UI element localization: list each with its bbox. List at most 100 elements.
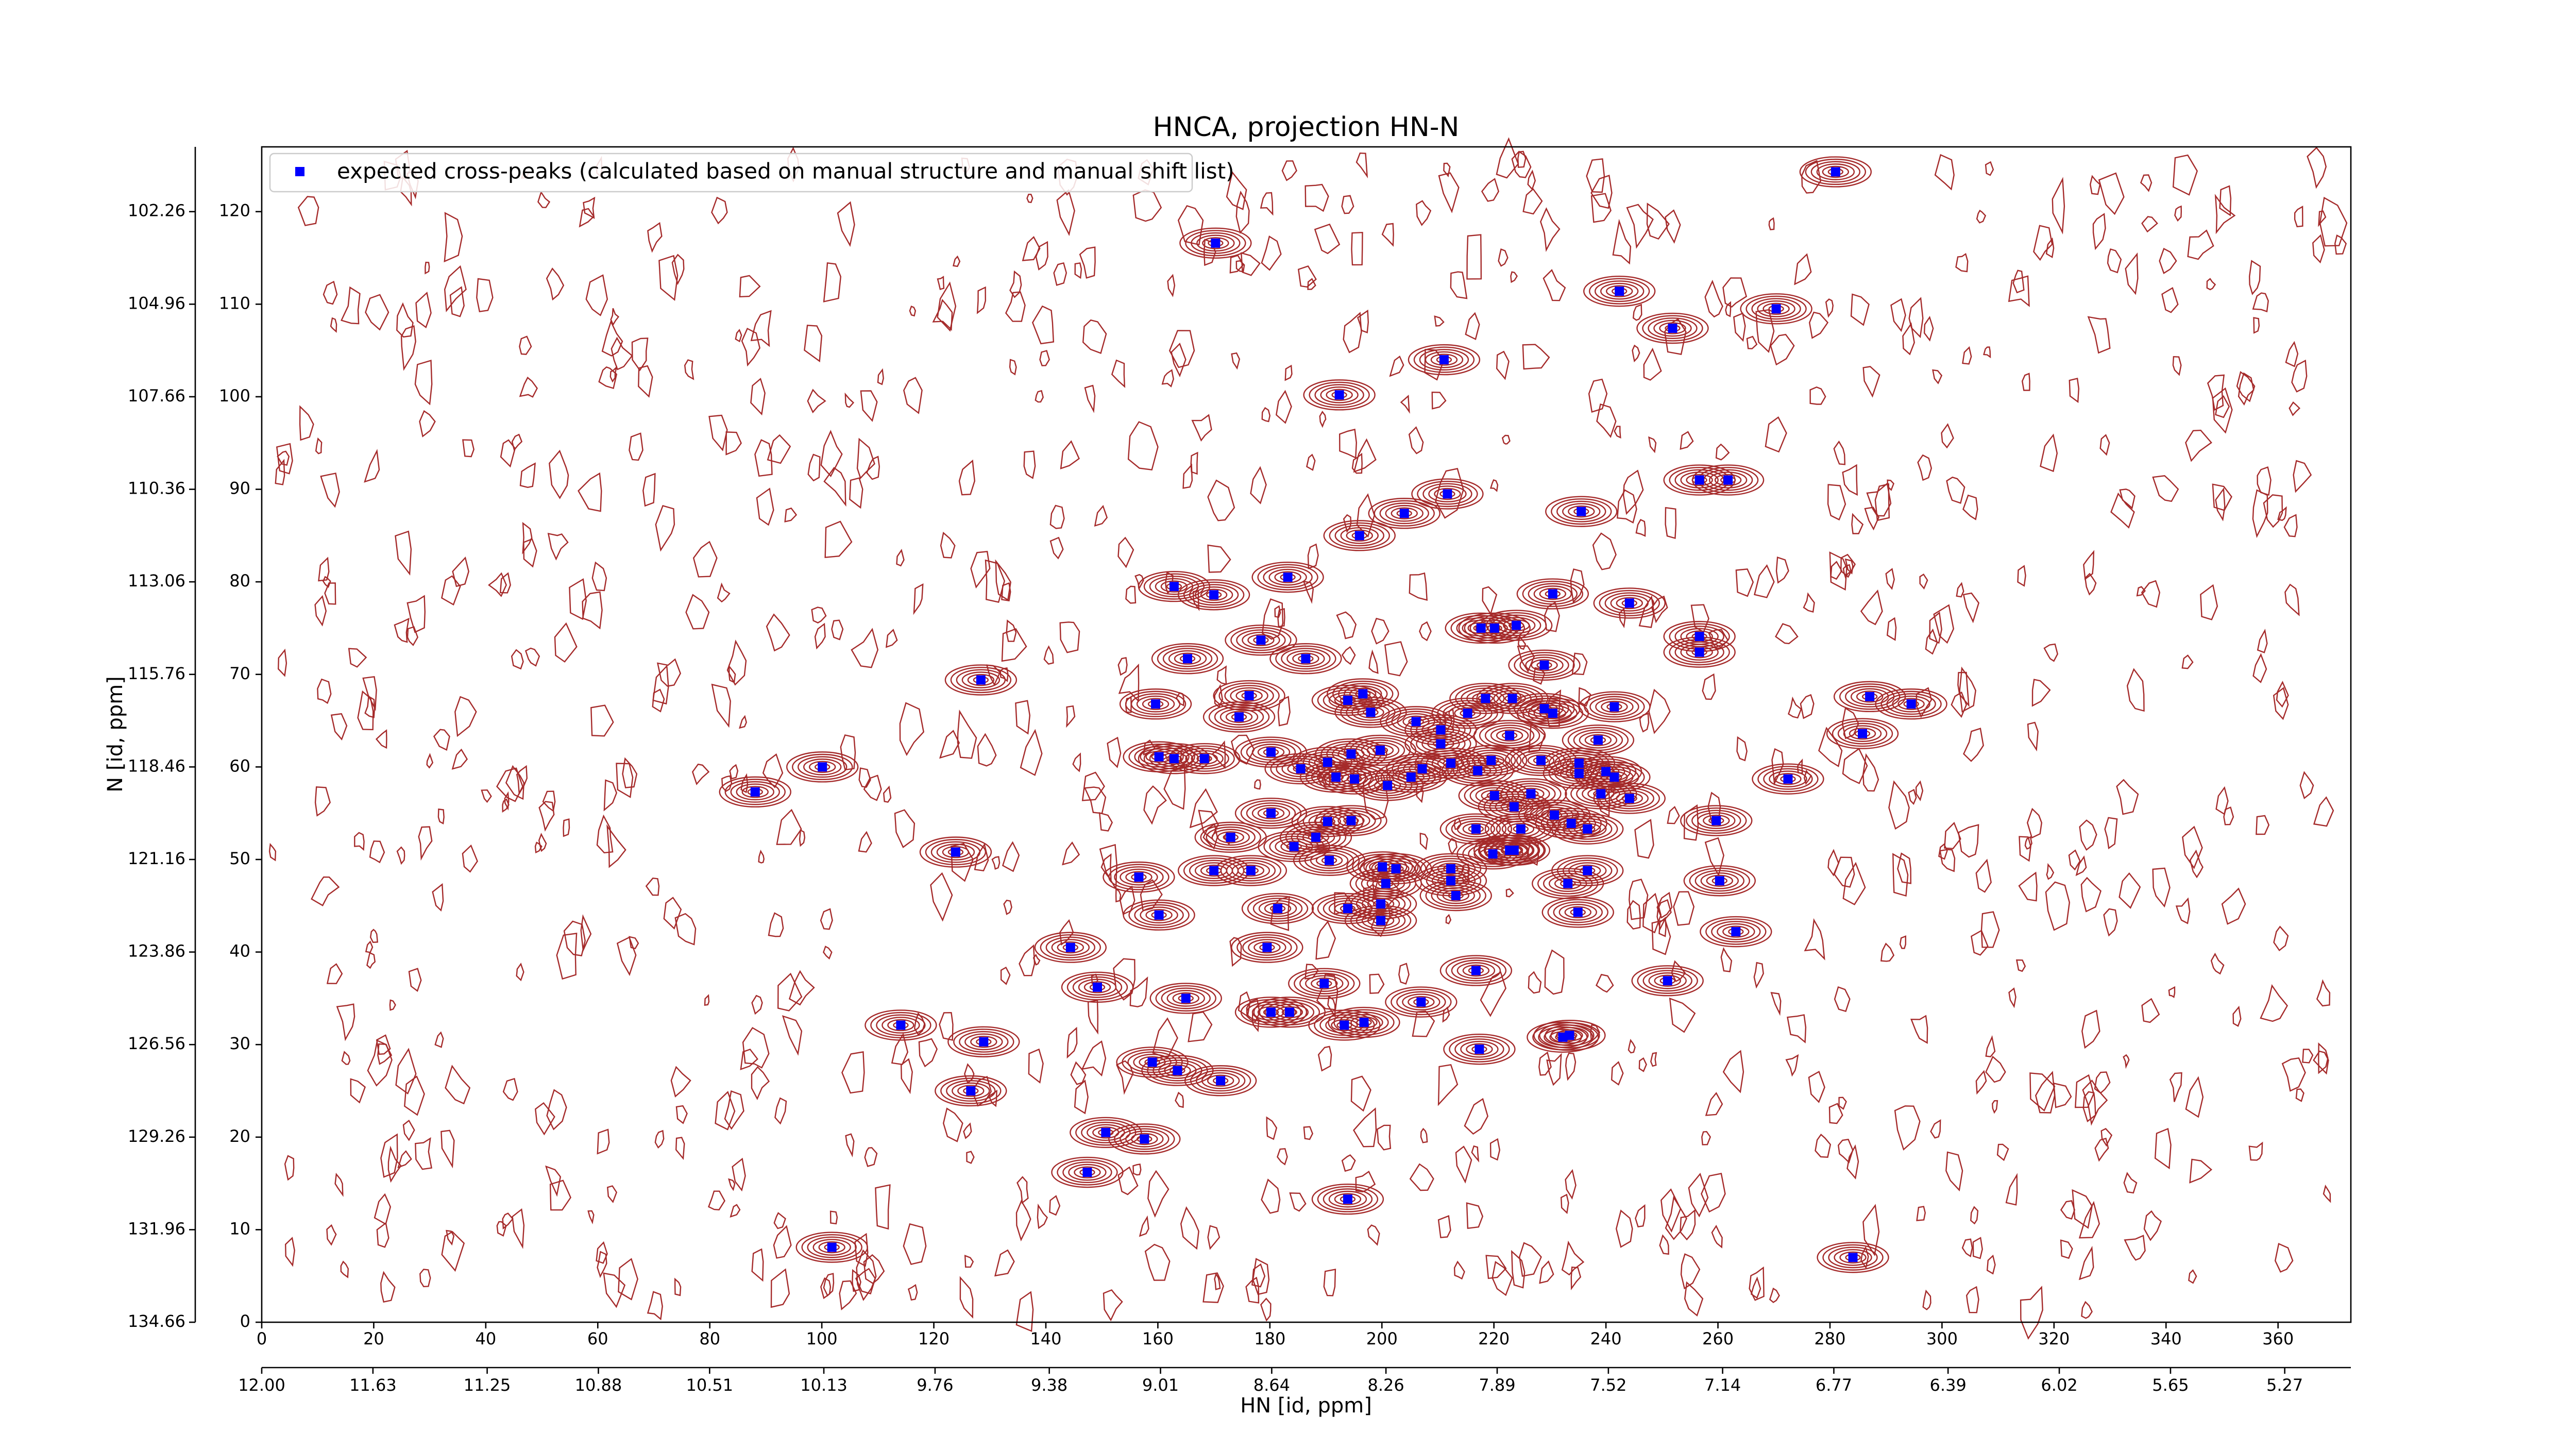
peak-contour — [1149, 983, 1222, 1014]
peak-contour — [1133, 1053, 1172, 1071]
noise-contour — [1720, 947, 1733, 972]
x-tick-label: 100 — [806, 1329, 838, 1349]
y-tick-label: 0 — [240, 1311, 250, 1331]
peak-contour — [1288, 968, 1361, 999]
noise-contour — [1656, 891, 1673, 919]
peak-contour — [1751, 298, 1801, 320]
peak-contour — [1168, 650, 1207, 667]
noise-contour — [1113, 958, 1136, 1001]
peak-contour — [1225, 711, 1253, 723]
noise-contour — [1098, 812, 1113, 832]
peak-contour — [1304, 849, 1354, 871]
noise-contour — [2052, 177, 2065, 234]
peak-contour — [1500, 780, 1562, 807]
noise-contour — [538, 833, 547, 852]
peak-contour — [812, 1239, 851, 1256]
peak-contour — [1525, 656, 1564, 674]
x2-tick-label: 9.38 — [1031, 1375, 1067, 1395]
peak-contour — [1350, 1016, 1378, 1029]
noise-contour — [2189, 849, 2204, 879]
peak-contour — [1207, 1074, 1234, 1087]
cross-peak — [1446, 864, 1455, 873]
peak-contour — [1595, 698, 1634, 715]
noise-contour — [1842, 748, 1868, 784]
peak-contour — [1281, 648, 1331, 670]
peak-contour — [1179, 748, 1229, 770]
noise-contour — [2187, 229, 2214, 260]
noise-contour — [877, 368, 884, 385]
noise-contour — [1544, 949, 1565, 995]
noise-contour — [2210, 952, 2225, 975]
peak-contour — [1484, 724, 1535, 747]
noise-contour — [1341, 195, 1354, 214]
noise-contour — [1231, 352, 1241, 370]
peak-contour — [1599, 589, 1660, 617]
cross-peak — [1475, 1044, 1484, 1054]
noise-contour — [2273, 925, 2289, 952]
x-tick-label: 120 — [918, 1329, 950, 1349]
noise-contour — [2072, 1189, 2093, 1229]
noise-contour — [1351, 452, 1363, 474]
noise-contour — [675, 1105, 688, 1124]
noise-contour — [728, 1178, 736, 1191]
cross-peak — [1548, 589, 1557, 599]
noise-contour — [1934, 154, 1955, 191]
peak-contour — [887, 1019, 914, 1032]
cross-peak — [1463, 709, 1472, 718]
noise-contour — [1356, 493, 1375, 538]
noise-contour — [647, 222, 663, 253]
cross-peak — [1323, 817, 1332, 827]
noise-contour — [2252, 292, 2269, 313]
peak-contour — [1631, 965, 1704, 997]
peak-contour — [1183, 857, 1245, 884]
noise-contour — [2089, 175, 2101, 195]
cross-peak — [1489, 623, 1499, 633]
noise-contour — [1684, 1281, 1704, 1317]
cross-peak — [827, 1242, 837, 1252]
peak-contour — [1531, 659, 1558, 671]
noise-contour — [735, 329, 742, 343]
x2-tick-label: 8.26 — [1367, 1375, 1404, 1395]
noise-contour — [1908, 297, 1924, 339]
peak-contour — [1545, 496, 1618, 527]
noise-contour — [1035, 241, 1048, 271]
noise-contour — [396, 302, 414, 338]
peak-contour — [1417, 480, 1478, 508]
peak-contour — [1711, 921, 1761, 943]
cross-peak — [1550, 810, 1560, 820]
peak-contour — [1745, 295, 1807, 322]
peak-contour — [1642, 970, 1692, 992]
x2-tick-label: 5.27 — [2266, 1375, 2303, 1395]
noise-contour — [396, 846, 405, 865]
cross-peak — [1147, 1057, 1157, 1067]
noise-contour — [932, 299, 953, 331]
noise-contour — [622, 757, 638, 788]
noise-contour — [597, 1251, 607, 1278]
noise-contour — [449, 286, 465, 317]
y-tick-label: 90 — [229, 479, 250, 498]
peak-contour — [1374, 779, 1401, 791]
noise-contour — [930, 872, 953, 922]
noise-contour — [2257, 466, 2272, 496]
peak-contour — [1326, 389, 1353, 401]
noise-contour — [674, 1277, 682, 1296]
noise-contour — [977, 733, 997, 767]
noise-contour — [1207, 544, 1231, 573]
cross-peak — [1831, 167, 1840, 177]
cross-peak — [1244, 691, 1254, 701]
peak-contour — [1428, 485, 1467, 502]
cross-peak — [1609, 772, 1619, 782]
noise-contour — [1496, 137, 1519, 179]
cross-peak — [1354, 531, 1364, 541]
peak-contour — [1541, 897, 1614, 928]
noise-contour — [2069, 378, 2080, 403]
noise-contour — [336, 1003, 355, 1041]
peak-contour — [1436, 887, 1475, 904]
noise-contour — [1416, 200, 1432, 226]
y2-tick-label: 113.06 — [128, 571, 185, 591]
noise-contour — [2119, 872, 2141, 909]
peak-contour — [1752, 763, 1824, 795]
peak-contour — [1299, 972, 1349, 995]
noise-contour — [2008, 987, 2016, 1008]
noise-contour — [1680, 431, 1694, 450]
